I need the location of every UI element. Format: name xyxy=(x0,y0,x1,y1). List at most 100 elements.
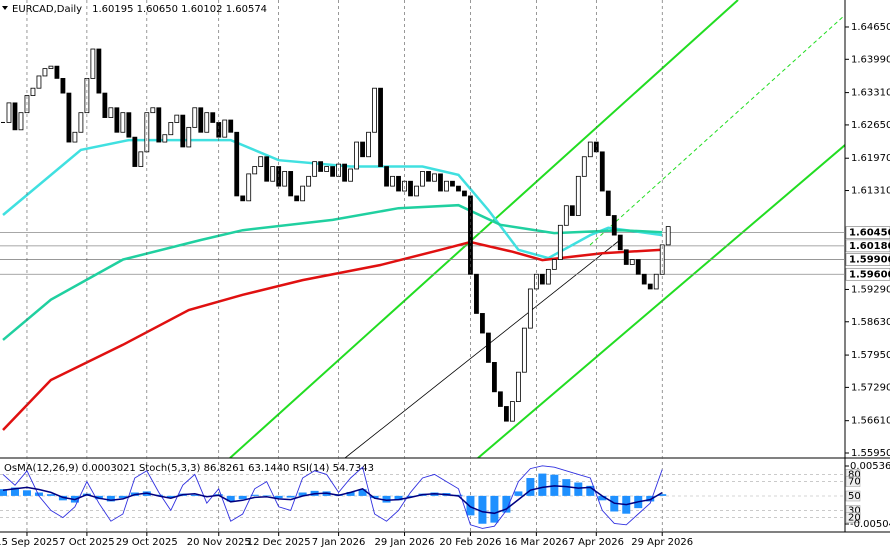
osma-bar xyxy=(574,482,583,496)
osma-bar xyxy=(466,495,475,516)
candle xyxy=(635,259,641,275)
candle xyxy=(354,141,359,170)
candle xyxy=(102,92,108,118)
candle xyxy=(192,107,198,128)
candle xyxy=(282,171,288,187)
candle xyxy=(78,112,84,133)
candle xyxy=(288,171,294,197)
candle xyxy=(545,268,551,285)
osma-bar xyxy=(118,495,127,499)
y-tick-label: 1.63990 xyxy=(851,54,890,65)
candle xyxy=(551,259,557,270)
candle xyxy=(390,175,395,187)
candle xyxy=(186,126,192,148)
y2-tick-label: 70 xyxy=(848,477,861,488)
osma-bar xyxy=(238,495,247,500)
candle xyxy=(246,173,252,202)
candle xyxy=(629,259,635,265)
osma-bar xyxy=(250,494,259,496)
candle xyxy=(90,48,96,79)
candle xyxy=(515,371,521,402)
candle xyxy=(378,87,383,167)
candle xyxy=(653,273,659,290)
candle xyxy=(54,65,60,79)
y-tick-label: 0.0053614 xyxy=(850,461,890,472)
candle xyxy=(647,283,653,290)
candle xyxy=(539,273,545,285)
candle xyxy=(36,75,42,89)
candle xyxy=(42,68,48,77)
x-tick-label: 20 Feb 2026 xyxy=(439,537,501,548)
osma-bar xyxy=(106,495,115,502)
osma-bar xyxy=(46,494,55,496)
oscillator-line xyxy=(2,465,663,529)
candle xyxy=(132,136,138,167)
candle xyxy=(486,332,491,363)
osma-bar xyxy=(514,491,523,496)
candle xyxy=(348,168,353,182)
candle xyxy=(611,215,617,236)
candle xyxy=(324,166,330,172)
osma-bar xyxy=(478,495,487,524)
candle xyxy=(474,273,479,314)
candle xyxy=(665,226,671,246)
candle xyxy=(234,131,240,197)
y-tick-label: 1.64650 xyxy=(851,22,890,33)
candle xyxy=(605,190,611,216)
moving-average xyxy=(2,203,663,341)
candle xyxy=(420,171,425,187)
candle xyxy=(198,107,204,133)
candle xyxy=(162,134,168,143)
osma-bar xyxy=(10,487,19,496)
osma-bar xyxy=(394,495,403,501)
y2-tick-box xyxy=(845,512,861,523)
osma-bar xyxy=(370,495,379,499)
candle xyxy=(557,224,563,260)
osma-bar xyxy=(562,479,571,496)
x-tick-label: 12 Dec 2025 xyxy=(247,537,311,548)
level-label-box xyxy=(845,226,890,239)
osma-bar xyxy=(262,495,271,496)
candle xyxy=(264,156,270,182)
candle xyxy=(450,180,455,187)
x-tick-label: 20 Nov 2025 xyxy=(187,537,251,548)
osma-bar xyxy=(382,495,391,503)
level-label-box xyxy=(845,267,890,281)
candle xyxy=(114,107,120,133)
osma-bar xyxy=(358,489,367,496)
candle xyxy=(342,163,347,182)
level-label-box xyxy=(845,253,890,266)
indicator-title: OsMA(12,26,9) 0.0003021 Stoch(5,3,3) 86.… xyxy=(4,463,374,474)
candle xyxy=(623,249,629,265)
candle xyxy=(72,131,78,143)
candle xyxy=(372,87,377,133)
candle xyxy=(312,161,318,177)
osma-bar xyxy=(526,478,535,496)
osma-bar xyxy=(490,495,499,523)
candle xyxy=(150,107,156,114)
candle xyxy=(581,156,587,177)
candle xyxy=(498,391,503,407)
level-label: 1.60450 xyxy=(849,228,890,239)
candle xyxy=(294,195,300,202)
x-tick-label: 15 Sep 2025 xyxy=(0,537,59,548)
candle xyxy=(66,92,72,143)
candle xyxy=(180,114,186,148)
candle xyxy=(222,119,228,138)
candle xyxy=(414,185,419,197)
candle xyxy=(527,288,533,329)
menu-icon xyxy=(2,6,8,10)
level-label: 1.59600 xyxy=(849,269,890,280)
y-tick-label: 1.55950 xyxy=(851,448,890,459)
candle xyxy=(521,327,527,373)
candle xyxy=(641,273,647,285)
y-tick-label: 1.61310 xyxy=(851,186,890,197)
trend-line xyxy=(344,239,621,458)
candle xyxy=(408,180,413,197)
oscillator-line xyxy=(2,485,663,515)
x-tick-label: 29 Oct 2025 xyxy=(116,537,178,548)
y-tick-label: 1.63310 xyxy=(851,88,890,99)
candle xyxy=(426,171,431,182)
y-tick-label: 1.61970 xyxy=(851,153,890,164)
osma-bar xyxy=(598,495,607,501)
